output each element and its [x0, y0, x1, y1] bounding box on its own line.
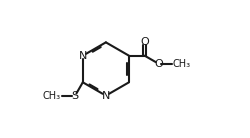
- Text: N: N: [102, 91, 110, 101]
- Text: O: O: [154, 59, 163, 69]
- Text: CH₃: CH₃: [172, 59, 190, 69]
- Text: CH₃: CH₃: [43, 91, 61, 101]
- Text: N: N: [78, 51, 87, 61]
- Text: S: S: [72, 91, 78, 101]
- Text: O: O: [140, 37, 149, 47]
